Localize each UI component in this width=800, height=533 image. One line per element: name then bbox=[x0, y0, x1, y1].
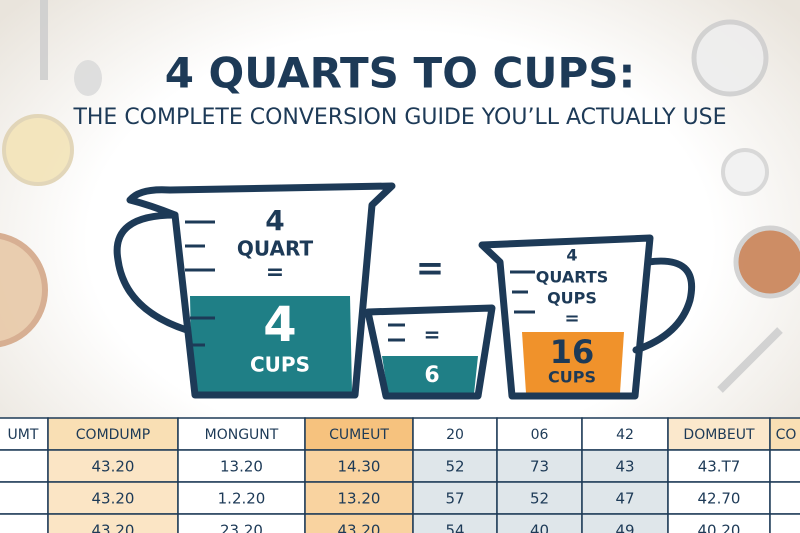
column-header: UMT bbox=[8, 427, 39, 443]
table-cell bbox=[496, 449, 583, 483]
cup-label: = bbox=[424, 323, 441, 347]
cup-label: QUPS bbox=[547, 289, 597, 308]
header-cell bbox=[581, 417, 669, 451]
header-cell bbox=[412, 417, 498, 451]
header-cell bbox=[496, 417, 583, 451]
cell-value: 49 bbox=[615, 522, 634, 533]
cell-value: 40 bbox=[530, 522, 549, 533]
table-cell bbox=[667, 481, 771, 515]
column-header: MONGUNT bbox=[205, 427, 279, 443]
cell-value: 54 bbox=[445, 522, 464, 533]
cell-value: 1.2.20 bbox=[218, 490, 266, 508]
table-cell bbox=[769, 481, 800, 515]
header-cell bbox=[769, 417, 800, 451]
column-header: DOMBEUT bbox=[683, 427, 755, 443]
cell-value: 43.20 bbox=[92, 490, 135, 508]
header-cell bbox=[0, 417, 49, 451]
cell-value: 43.T7 bbox=[698, 458, 741, 476]
table-cell bbox=[0, 513, 49, 533]
title: 4 QUARTS TO CUPS: bbox=[165, 49, 636, 98]
decor bbox=[0, 0, 800, 393]
table-cell bbox=[769, 513, 800, 533]
cell-value: 43.20 bbox=[92, 458, 135, 476]
header-cell bbox=[667, 417, 771, 451]
column-header: 42 bbox=[616, 427, 634, 443]
column-header: CUMEUT bbox=[329, 427, 389, 443]
table-cell bbox=[0, 449, 49, 483]
table-cell bbox=[47, 449, 179, 483]
conversion-table: UMT COMDUMP MONGUNT CUMEUT 20 06 42 DOMBEUT CO 43… bbox=[0, 417, 800, 533]
column-header: 20 bbox=[446, 427, 464, 443]
cup-amount: 4 bbox=[263, 297, 296, 353]
header-cell bbox=[177, 417, 306, 451]
small-cup: = 6 bbox=[364, 304, 496, 400]
cup-amount: 6 bbox=[424, 363, 439, 388]
right-cup: 4 QUARTS QUPS = 16 CUPS bbox=[478, 234, 696, 400]
subtitle: THE COMPLETE CONVERSION GUIDE YOU’LL ACT… bbox=[72, 105, 726, 130]
cup-label: QUARTS bbox=[536, 268, 609, 287]
column-header: 06 bbox=[531, 427, 549, 443]
cell-value: 23.20 bbox=[220, 522, 263, 533]
cell-value: 42.70 bbox=[698, 490, 741, 508]
header-cell bbox=[304, 417, 414, 451]
table-cell bbox=[177, 449, 306, 483]
cell-value: 13.20 bbox=[220, 458, 263, 476]
cup-amount: 16 bbox=[550, 333, 595, 371]
cell-value: 52 bbox=[530, 490, 549, 508]
cup-label: = bbox=[564, 308, 579, 329]
cup-label: CUPS bbox=[250, 353, 310, 377]
cell-value: 14.30 bbox=[338, 458, 381, 476]
cup-label: = bbox=[266, 260, 284, 285]
table-cell bbox=[304, 449, 414, 483]
cell-value: 13.20 bbox=[338, 490, 381, 508]
cell-value: 40.20 bbox=[698, 522, 741, 533]
table-cell bbox=[769, 449, 800, 483]
cell-value: 57 bbox=[445, 490, 464, 508]
cell-value: 43 bbox=[615, 458, 634, 476]
cell-value: 47 bbox=[615, 490, 634, 508]
table-cell bbox=[412, 449, 498, 483]
table-cell bbox=[0, 481, 49, 515]
cup-label: QUART bbox=[237, 237, 314, 261]
large-cup: 4 QUART = 4 CUPS bbox=[113, 182, 396, 399]
cell-value: 73 bbox=[530, 458, 549, 476]
equals-sign: = bbox=[416, 249, 445, 289]
cell-value: 43.20 bbox=[92, 522, 135, 533]
cell-value: 52 bbox=[445, 458, 464, 476]
column-header: COMDUMP bbox=[76, 427, 150, 443]
cup-label: 4 bbox=[265, 204, 284, 237]
cell-value: 43.20 bbox=[338, 522, 381, 533]
column-header: CO bbox=[776, 427, 797, 443]
table-cell bbox=[496, 481, 583, 515]
cup-label: CUPS bbox=[548, 368, 596, 387]
cup-label: 4 bbox=[566, 246, 577, 265]
header-cell bbox=[47, 417, 179, 451]
